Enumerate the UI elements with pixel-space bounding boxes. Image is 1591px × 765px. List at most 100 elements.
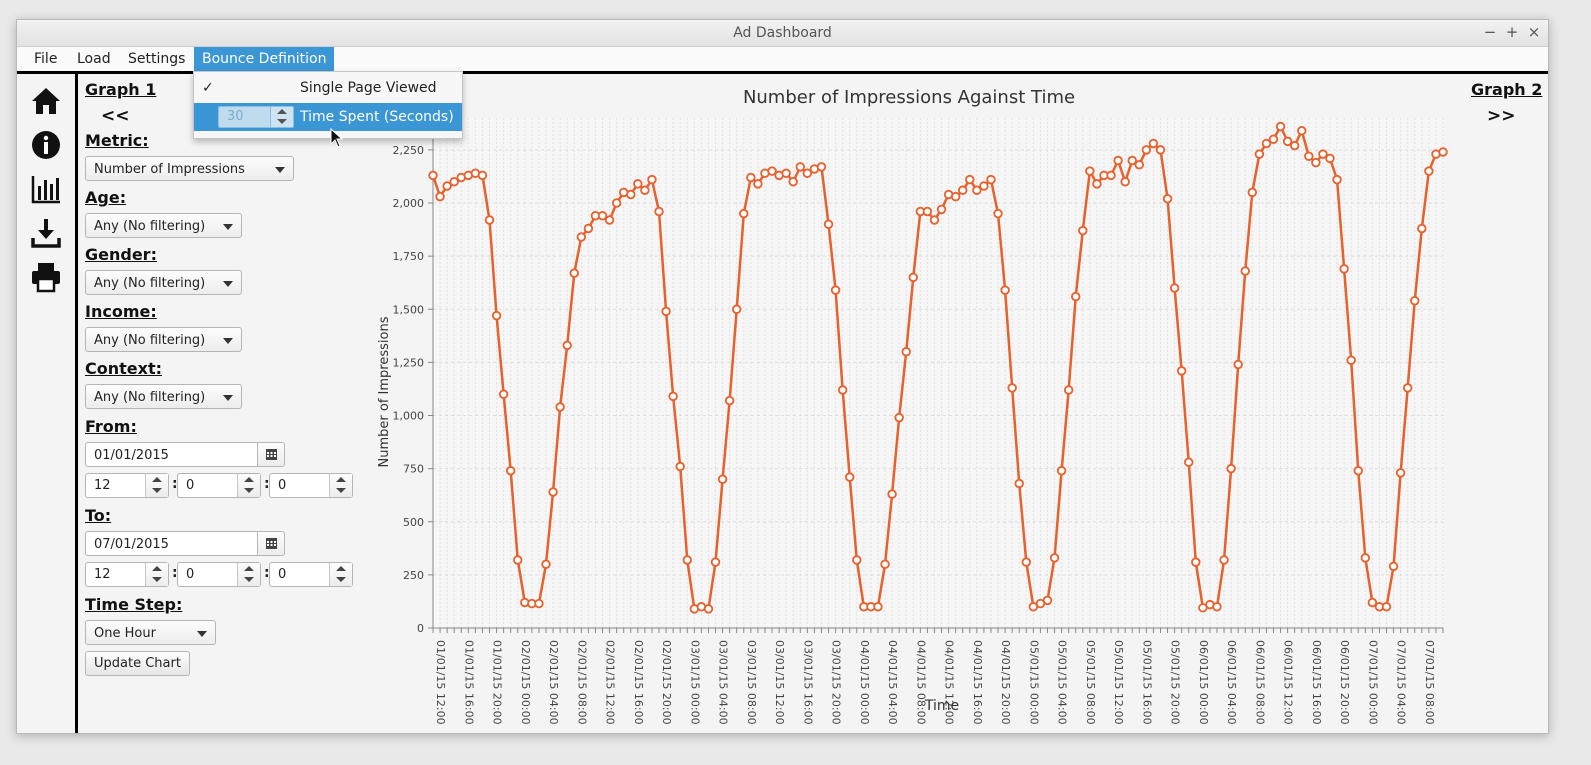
x-tick-label: 04/01/15 16:00 <box>971 640 984 725</box>
income-select[interactable]: Any (No filtering) <box>85 327 242 352</box>
info-icon[interactable] <box>29 128 63 162</box>
data-point <box>505 466 516 476</box>
prev-graph-button[interactable]: << <box>101 106 130 126</box>
from-calendar-button[interactable] <box>257 442 285 467</box>
time-spent-spinner[interactable]: 30 <box>218 106 294 128</box>
timestep-select[interactable]: One Hour <box>85 620 216 645</box>
metric-select[interactable]: Number of Impressions <box>85 156 294 181</box>
decrement-icon[interactable] <box>336 488 346 493</box>
x-tick-label: 05/01/15 16:00 <box>1140 640 1153 725</box>
decrement-icon[interactable] <box>244 488 254 493</box>
x-tick-label: 04/01/15 20:00 <box>999 640 1012 725</box>
context-select[interactable]: Any (No filtering) <box>85 384 242 409</box>
x-tick-label: 01/01/15 12:00 <box>434 640 447 725</box>
from-minute-spinner[interactable]: 0 <box>177 473 261 498</box>
data-point <box>1049 553 1060 563</box>
increment-icon[interactable] <box>244 477 254 482</box>
menu-file[interactable]: File <box>34 51 58 67</box>
data-point <box>534 598 544 609</box>
x-tick-label-text: 05/01/15 20:00 <box>1169 640 1182 725</box>
increment-icon[interactable] <box>277 109 287 114</box>
app-window: Ad Dashboard − + × File Load Settings Bo… <box>16 19 1549 734</box>
bar-chart-icon[interactable] <box>29 172 63 206</box>
data-point <box>1085 166 1095 176</box>
x-tick-label: 04/01/15 04:00 <box>886 640 899 725</box>
increment-icon[interactable] <box>152 477 162 482</box>
data-point <box>1353 466 1363 476</box>
data-point <box>915 206 926 217</box>
age-select[interactable]: Any (No filtering) <box>85 213 242 238</box>
decrement-icon[interactable] <box>336 577 346 582</box>
download-icon[interactable] <box>29 216 63 250</box>
to-date-input[interactable]: 07/01/2015 <box>85 531 258 556</box>
to-minute-spinner[interactable]: 0 <box>177 562 261 587</box>
menu-settings[interactable]: Settings <box>128 51 186 67</box>
print-icon[interactable] <box>29 260 63 294</box>
graph1-label: Graph 1 <box>85 80 157 99</box>
data-point <box>477 170 488 181</box>
x-axis-label: Time <box>924 698 959 714</box>
metric-label: Metric: <box>85 131 149 150</box>
data-point <box>1339 264 1349 274</box>
menu-bounce-definition[interactable]: Bounce Definition <box>194 47 335 71</box>
increment-icon[interactable] <box>336 477 346 482</box>
data-point <box>548 487 558 497</box>
to-calendar-button[interactable] <box>257 531 285 556</box>
increment-icon[interactable] <box>336 566 346 571</box>
x-tick-label-text: 06/01/15 04:00 <box>1225 640 1238 725</box>
to-second-spinner[interactable]: 0 <box>269 562 353 587</box>
increment-icon[interactable] <box>244 566 254 571</box>
menu-load[interactable]: Load <box>77 51 111 67</box>
decrement-icon[interactable] <box>152 488 162 493</box>
y-tick-label: 0 <box>417 622 424 635</box>
close-button[interactable]: × <box>1527 23 1541 41</box>
data-point <box>1367 597 1378 608</box>
increment-icon[interactable] <box>152 566 162 571</box>
update-chart-button[interactable]: Update Chart <box>85 651 190 676</box>
data-point <box>1134 160 1144 170</box>
data-point <box>1318 149 1328 159</box>
data-point <box>682 555 692 565</box>
y-tick-label: 250 <box>403 569 424 582</box>
next-graph-button[interactable]: >> <box>1487 106 1516 126</box>
data-point <box>816 162 827 172</box>
decrement-icon[interactable] <box>152 577 162 582</box>
data-point <box>1424 166 1434 176</box>
data-point <box>1226 463 1236 474</box>
gender-select[interactable]: Any (No filtering) <box>85 270 242 295</box>
data-point <box>527 598 537 609</box>
from-hour-spinner[interactable]: 12 <box>85 473 169 498</box>
to-hour-spinner[interactable]: 12 <box>85 562 169 587</box>
menu-option-time-spent[interactable]: 30 Time Spent (Seconds) <box>194 103 462 131</box>
data-point <box>442 181 452 191</box>
from-date-input[interactable]: 01/01/2015 <box>85 442 258 467</box>
data-point <box>1092 179 1102 189</box>
x-tick-label: 02/01/15 04:00 <box>547 640 560 725</box>
data-point <box>1127 155 1137 166</box>
data-point <box>823 219 834 229</box>
x-tick-label: 01/01/15 20:00 <box>491 640 504 725</box>
x-tick-label-text: 03/01/15 12:00 <box>773 640 786 725</box>
y-tick-label: 2,000 <box>393 197 425 210</box>
data-point <box>1332 174 1342 185</box>
from-second-spinner[interactable]: 0 <box>269 473 353 498</box>
data-point <box>626 189 636 200</box>
decrement-icon[interactable] <box>277 119 287 124</box>
data-point <box>1417 223 1427 234</box>
decrement-icon[interactable] <box>244 577 254 582</box>
minimize-button[interactable]: − <box>1483 23 1497 41</box>
y-axis-label: Number of Impressions <box>377 316 392 467</box>
data-point <box>922 206 933 217</box>
plot-area <box>433 118 1443 628</box>
x-tick-label: 05/01/15 20:00 <box>1169 640 1182 725</box>
menu-option-single-page[interactable]: ✓ Single Page Viewed <box>194 74 462 102</box>
x-tick-label-text: 02/01/15 04:00 <box>547 640 560 725</box>
to-hour-value: 12 <box>94 567 111 582</box>
from-minute-value: 0 <box>186 478 195 493</box>
time-separator: : <box>172 476 178 492</box>
home-icon[interactable] <box>29 84 63 118</box>
series-points <box>428 121 1448 614</box>
data-point <box>1021 557 1031 567</box>
data-point <box>633 179 643 189</box>
maximize-button[interactable]: + <box>1505 23 1519 41</box>
